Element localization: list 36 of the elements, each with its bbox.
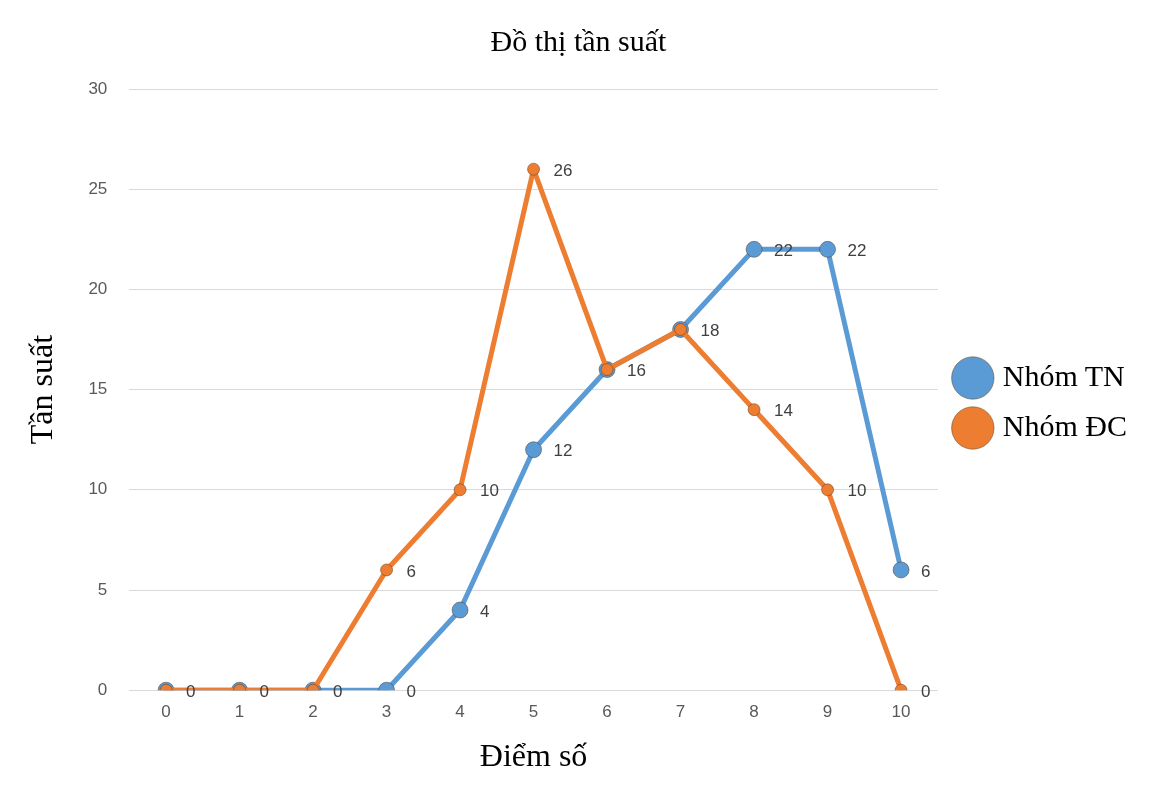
data-label: 4 [480,601,490,621]
x-tick-label: 9 [822,702,833,722]
legend-label: Nhóm TN [1002,358,1125,392]
data-label: 6 [406,561,417,581]
x-tick-label: 7 [675,702,686,722]
legend-label: Nhóm ĐC [1002,408,1128,442]
y-axis-title: Tần suất [22,334,59,445]
x-tick-label: 5 [528,702,539,722]
x-tick-label: 10 [891,702,911,722]
y-tick-label: 25 [88,178,108,198]
x-tick-label: 1 [234,702,245,722]
data-label: 10 [480,481,499,501]
y-tick-label: 15 [88,379,108,399]
y-tick-label: 5 [97,579,108,599]
data-label: 10 [847,481,867,501]
x-tick-label: 6 [602,702,612,722]
data-label: 6 [921,561,931,581]
chart-title: Đồ thị tần suất [490,23,668,57]
x-tick-label: 4 [455,702,465,722]
x-tick-label: 2 [308,702,318,722]
data-label: 14 [774,401,793,421]
x-axis-title: Điểm số [479,737,588,774]
data-label: 12 [553,441,573,461]
data-label: 16 [627,361,646,381]
data-label: 22 [847,241,867,261]
data-label: 18 [700,321,720,341]
data-label: 0 [406,681,417,701]
data-label: 26 [553,160,573,180]
y-tick-label: 0 [97,679,108,699]
x-tick-label: 0 [161,702,171,722]
data-label: 0 [921,681,931,701]
y-tick-label: 30 [88,78,108,98]
x-tick-label: 3 [381,702,392,722]
y-tick-label: 20 [88,279,108,299]
y-tick-label: 10 [88,479,108,499]
x-tick-label: 8 [749,702,759,722]
